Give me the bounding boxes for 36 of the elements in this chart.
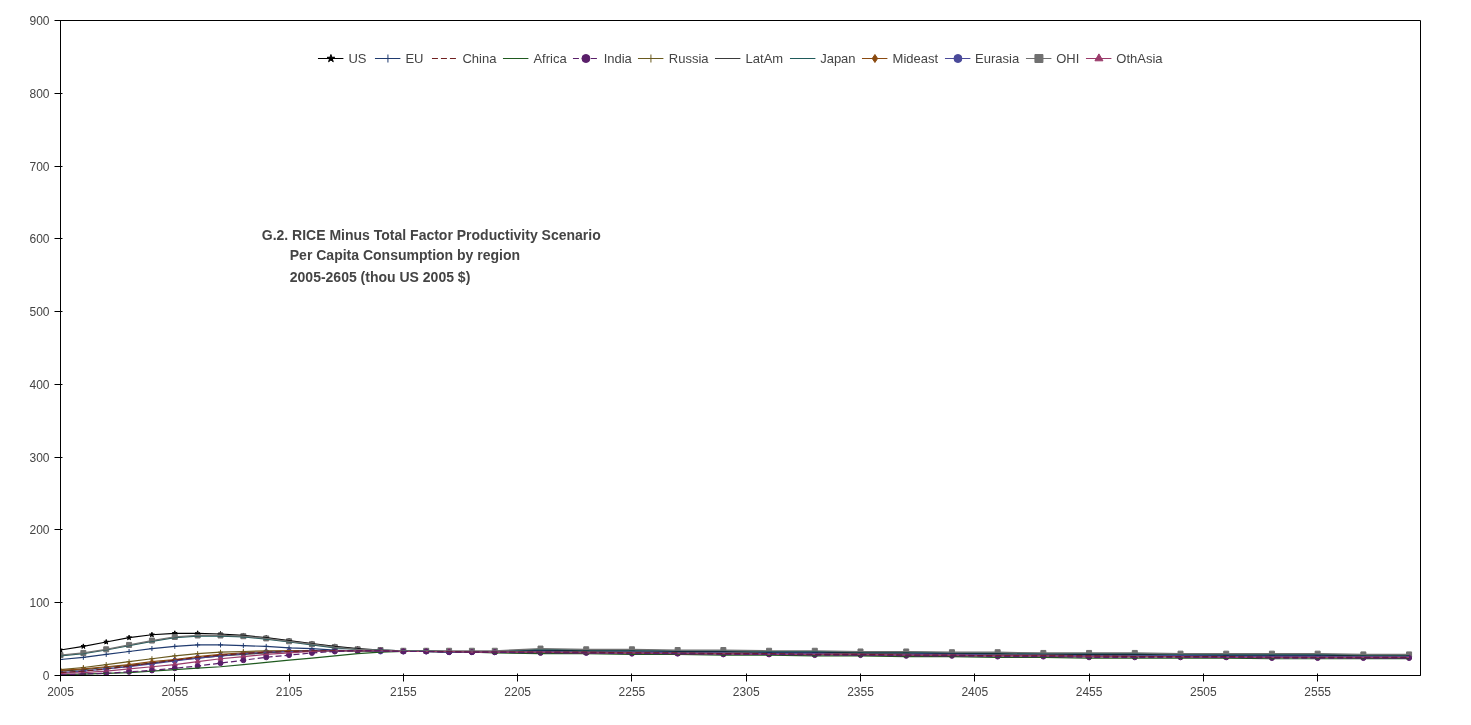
x-tick-label: 2055 bbox=[161, 684, 189, 699]
x-tick-label: 2405 bbox=[961, 684, 989, 699]
y-tick-label: 0 bbox=[42, 669, 50, 683]
x-tick-label: 2555 bbox=[1304, 684, 1332, 699]
y-tick-label: 300 bbox=[29, 450, 50, 465]
legend-label: US bbox=[348, 50, 368, 66]
text: Per Capita Consumption by region 2005-2605 (thou US 2005 $) bbox=[289, 246, 521, 286]
legend-label: LatAm bbox=[745, 50, 784, 66]
y-tick-label: 500 bbox=[29, 305, 50, 320]
x-tick-label: 2255 bbox=[618, 684, 646, 699]
x-tick-label: 2455 bbox=[1075, 684, 1103, 699]
y-tick-label: 400 bbox=[29, 377, 50, 392]
x-tick-label: 2505 bbox=[1190, 684, 1218, 699]
text: G.2. RICE Minus Total Factor Productivity Scenario bbox=[261, 226, 601, 243]
y-tick-label: 800 bbox=[29, 86, 50, 101]
x-tick-label: 2105 bbox=[275, 684, 303, 699]
legend-label: OHI bbox=[1056, 50, 1080, 66]
y-tick-label: 100 bbox=[29, 596, 50, 611]
legend-label: Mideast bbox=[892, 50, 939, 66]
legend-label: Africa bbox=[533, 50, 567, 66]
x-tick-label: 2005 bbox=[47, 684, 75, 699]
legend-label: Eurasia bbox=[975, 50, 1020, 66]
y-tick-label: 600 bbox=[29, 232, 50, 247]
x-tick-label: 2205 bbox=[504, 684, 532, 699]
legend-label: OthAsia bbox=[1116, 50, 1163, 66]
x-tick-label: 2155 bbox=[390, 684, 418, 699]
legend-label: China bbox=[462, 50, 497, 66]
y-tick-label: 200 bbox=[29, 523, 50, 538]
legend-label: Japan bbox=[820, 50, 856, 66]
y-tick-label: 900 bbox=[29, 14, 50, 28]
legend-label: Russia bbox=[668, 50, 709, 66]
y-tick-label: 700 bbox=[29, 159, 50, 174]
legend-label: EU bbox=[405, 50, 425, 66]
x-tick-label: 2305 bbox=[732, 684, 760, 699]
x-tick-label: 2355 bbox=[847, 684, 875, 699]
legend-label: India bbox=[603, 50, 632, 66]
